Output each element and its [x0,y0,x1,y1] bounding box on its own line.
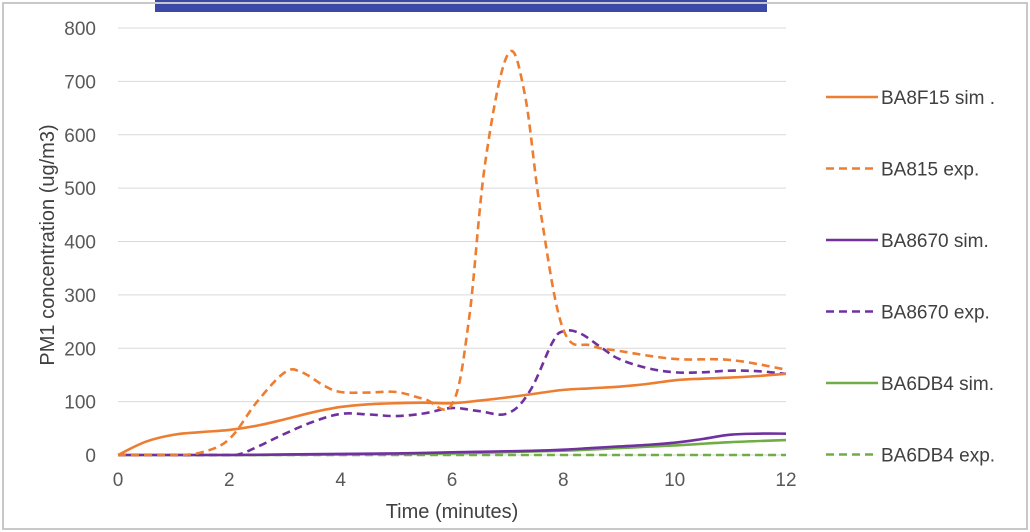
x-tick-label: 10 [664,470,685,491]
y-tick-label: 800 [64,19,96,40]
series-line-ba815-exp [117,49,787,457]
y-tick-label: 400 [64,233,96,254]
y-tick-label: 700 [64,72,96,93]
legend-label-ba8670-exp: BA8670 exp. [881,303,990,324]
x-axis-title: Time (minutes) [386,501,519,523]
x-axis-ticks: 0 2 4 6 8 10 12 [113,470,797,491]
series-line-ba8670-exp [117,328,787,457]
y-axis-ticks: 0 100 200 300 400 500 600 700 800 [64,19,96,467]
y-axis-title: PM1 concentration (ug/m3) [37,124,59,365]
legend-label-ba6db4-exp: BA6DB4 exp. [881,446,995,467]
legend-label-ba8670-sim: BA8670 sim. [881,231,989,252]
gridlines [118,27,786,456]
x-tick-label: 12 [775,470,796,491]
x-tick-label: 0 [113,470,124,491]
y-tick-label: 100 [64,393,96,414]
x-tick-label: 2 [224,470,235,491]
x-tick-label: 8 [558,470,569,491]
series-line-ba8670-sim [117,432,787,457]
series-line-ba8f15-sim [117,372,787,457]
legend-label-ba6db4-sim: BA6DB4 sim. [881,374,994,395]
legend-label-ba815-exp: BA815 exp. [881,160,979,181]
y-tick-label: 300 [64,286,96,307]
series-lines [117,49,787,457]
y-tick-label: 600 [64,126,96,147]
y-tick-label: 500 [64,179,96,200]
y-tick-label: 200 [64,339,96,360]
legend: BA8F15 sim . BA815 exp. BA8670 sim. BA8670 … [826,88,995,467]
header-banner-strip [155,0,767,12]
x-tick-label: 4 [335,470,346,491]
legend-label-ba8f15-sim: BA8F15 sim . [881,88,995,109]
y-tick-label: 0 [85,446,96,467]
x-tick-label: 6 [447,470,458,491]
